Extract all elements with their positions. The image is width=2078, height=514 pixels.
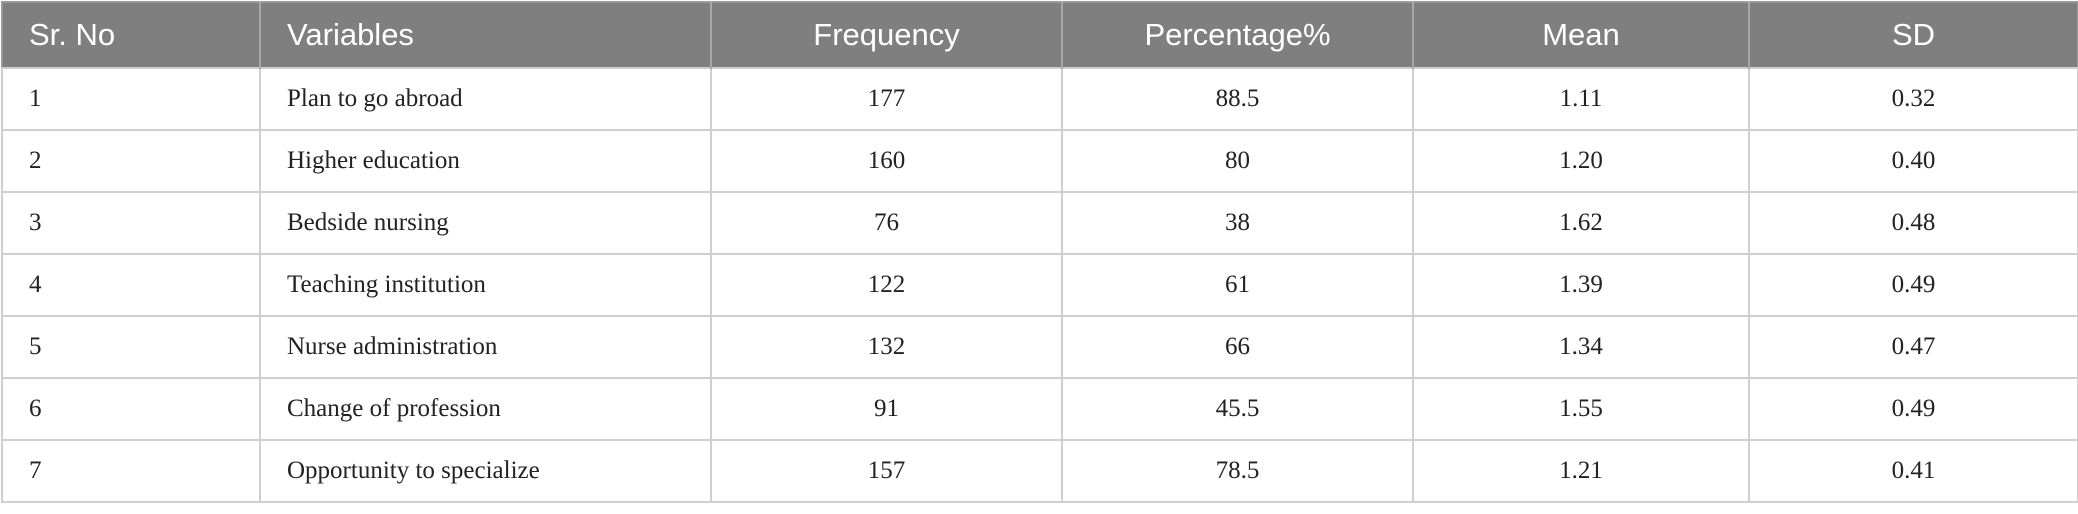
table-row: 3 Bedside nursing 76 38 1.62 0.48 [1, 191, 2078, 255]
table-cell: 78.5 [1061, 439, 1414, 503]
table-cell: Teaching institution [259, 253, 712, 317]
table-cell: 0.49 [1748, 377, 2078, 441]
table-cell: 5 [1, 315, 261, 379]
header-cell: Sr. No [2, 2, 260, 68]
table-cell: 1.34 [1412, 315, 1750, 379]
header-cell: Percentage% [1061, 2, 1413, 68]
table-cell: 4 [1, 253, 261, 317]
table-cell: 2 [1, 129, 261, 193]
table-cell: Change of profession [259, 377, 712, 441]
table-cell: 80 [1061, 129, 1414, 193]
table-cell: 45.5 [1061, 377, 1414, 441]
header-cell: Mean [1412, 2, 1749, 68]
table-row: 6 Change of profession 91 45.5 1.55 0.49 [1, 377, 2078, 441]
table-cell: 1.21 [1412, 439, 1750, 503]
table-cell: 122 [710, 253, 1063, 317]
table-row: 1 Plan to go abroad 177 88.5 1.11 0.32 [1, 67, 2078, 131]
table-cell: Higher education [259, 129, 712, 193]
header-cell: Variables [259, 2, 711, 68]
table-row: 2 Higher education 160 80 1.20 0.40 [1, 129, 2078, 193]
table-cell: 1.62 [1412, 191, 1750, 255]
table-cell: 1.55 [1412, 377, 1750, 441]
table-cell: 1.11 [1412, 67, 1750, 131]
table-cell: 76 [710, 191, 1063, 255]
table-cell: 0.48 [1748, 191, 2078, 255]
table-row: 7 Opportunity to specialize 157 78.5 1.21 0.4… [1, 439, 2078, 503]
table-cell: 0.40 [1748, 129, 2078, 193]
table-cell: 7 [1, 439, 261, 503]
table-cell: 38 [1061, 191, 1414, 255]
table-cell: 0.47 [1748, 315, 2078, 379]
table-cell: 157 [710, 439, 1063, 503]
table-cell: 1.20 [1412, 129, 1750, 193]
table-cell: 91 [710, 377, 1063, 441]
table-row: 4 Teaching institution 122 61 1.39 0.49 [1, 253, 2078, 317]
table-cell: 160 [710, 129, 1063, 193]
table-cell: Opportunity to specialize [259, 439, 712, 503]
table-cell: 177 [710, 67, 1063, 131]
table-cell: 0.41 [1748, 439, 2078, 503]
table-cell: Plan to go abroad [259, 67, 712, 131]
table-cell: 132 [710, 315, 1063, 379]
table-cell: 0.32 [1748, 67, 2078, 131]
header-row: Sr. No Variables Frequency Percentage% Mean S… [2, 2, 2078, 68]
table-header: Sr. No Variables Frequency Percentage% Mean S… [2, 2, 2078, 68]
header-cell: SD [1748, 2, 2078, 68]
table-row: 5 Nurse administration 132 66 1.34 0.47 [1, 315, 2078, 379]
table-cell: 0.49 [1748, 253, 2078, 317]
table-cell: 6 [1, 377, 261, 441]
table-cell: 61 [1061, 253, 1414, 317]
data-table: Sr. No Variables Frequency Percentage% Mean S… [1, 1, 2078, 503]
header-cell: Frequency [710, 2, 1062, 68]
table-cell: 1 [1, 67, 261, 131]
table-cell: 88.5 [1061, 67, 1414, 131]
table-cell: 3 [1, 191, 261, 255]
table-cell: Nurse administration [259, 315, 712, 379]
table-cell: 66 [1061, 315, 1414, 379]
table-cell: 1.39 [1412, 253, 1750, 317]
table-cell: Bedside nursing [259, 191, 712, 255]
table-body: 1 Plan to go abroad 177 88.5 1.11 0.32 2 Higher… [1, 67, 2078, 503]
